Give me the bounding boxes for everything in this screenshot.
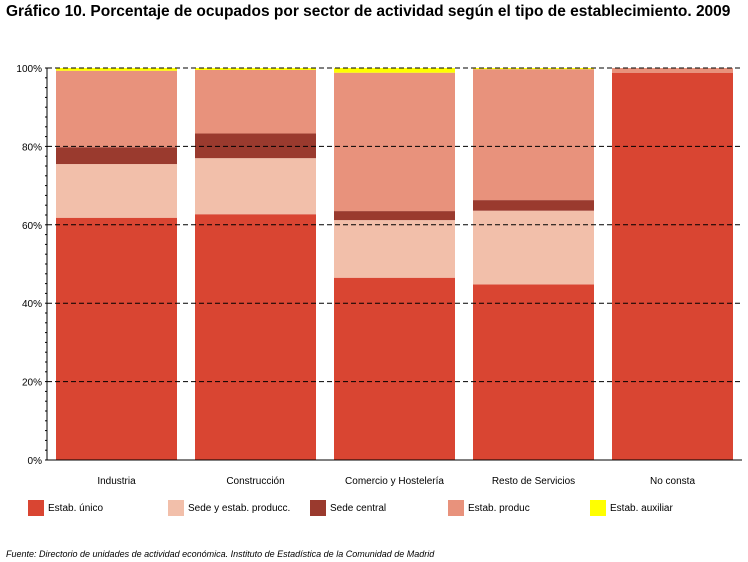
bar-segment-5-4: [612, 68, 733, 73]
source-note: Fuente: Directorio de unidades de activi…: [6, 549, 435, 559]
legend-swatch: [590, 500, 606, 516]
x-tick-label: No consta: [650, 476, 695, 487]
chart-title: Gráfico 10. Porcentaje de ocupados por s…: [6, 3, 731, 20]
bar-segment-2-3: [195, 133, 316, 159]
bar-segment-3-1: [334, 277, 455, 460]
bar-segment-2-1: [195, 214, 316, 460]
bar-segment-2-2: [195, 158, 316, 215]
x-tick-label: Construcción: [226, 476, 284, 487]
legend-item: Estab. produc: [448, 500, 530, 516]
legend-swatch: [448, 500, 464, 516]
legend-item: Sede y estab. producc.: [168, 500, 290, 516]
legend-swatch: [28, 500, 44, 516]
bar-segment-1-3: [56, 147, 177, 165]
bar-segment-5-1: [612, 72, 733, 460]
y-tick-label: 100%: [16, 64, 42, 75]
bar-segment-3-3: [334, 211, 455, 221]
bar-segment-4-2: [473, 210, 594, 285]
legend-swatch: [310, 500, 326, 516]
y-tick-label: 0%: [28, 456, 43, 467]
bar-segment-4-4: [473, 69, 594, 201]
bar-segment-3-2: [334, 220, 455, 278]
x-tick-label: Resto de Servicios: [492, 476, 575, 487]
legend-swatch: [168, 500, 184, 516]
y-tick-label: 40%: [22, 299, 42, 310]
bar-segment-4-5: [473, 68, 594, 70]
bar-segment-2-4: [195, 69, 316, 134]
bar-segment-4-3: [473, 200, 594, 211]
bar-segment-3-4: [334, 72, 455, 212]
plot-area: Industria Construcción Comercio y Hosteler…: [16, 64, 742, 487]
legend-item: Estab. único: [28, 500, 103, 516]
x-tick-label: Comercio y Hostelería: [345, 476, 444, 487]
bar-segment-1-2: [56, 164, 177, 218]
y-tick-label: 80%: [22, 142, 42, 153]
bar-segment-1-4: [56, 70, 177, 148]
legend-item: Estab. auxiliar: [590, 500, 673, 516]
bar-segment-2-5: [195, 68, 316, 70]
stacked-bar-chart: Industria Construcción Comercio y Hosteler…: [16, 64, 742, 487]
bar-segment-1-1: [56, 217, 177, 460]
bar-segment-4-1: [473, 284, 594, 460]
x-tick-label: Industria: [97, 476, 136, 487]
legend-item: Sede central: [310, 500, 386, 516]
y-tick-label: 20%: [22, 378, 42, 389]
bar-segment-3-5: [334, 68, 455, 73]
legend-label: Sede y estab. producc.: [188, 502, 291, 514]
legend-label: Estab. único: [48, 502, 104, 514]
y-tick-label: 60%: [22, 221, 42, 232]
legend-label: Estab. auxiliar: [610, 502, 673, 514]
bar-segment-1-5: [56, 68, 177, 71]
legend: Estab. único Sede y estab. producc. Sede c…: [28, 500, 748, 524]
legend-label: Estab. produc: [468, 502, 530, 514]
legend-label: Sede central: [330, 502, 387, 514]
